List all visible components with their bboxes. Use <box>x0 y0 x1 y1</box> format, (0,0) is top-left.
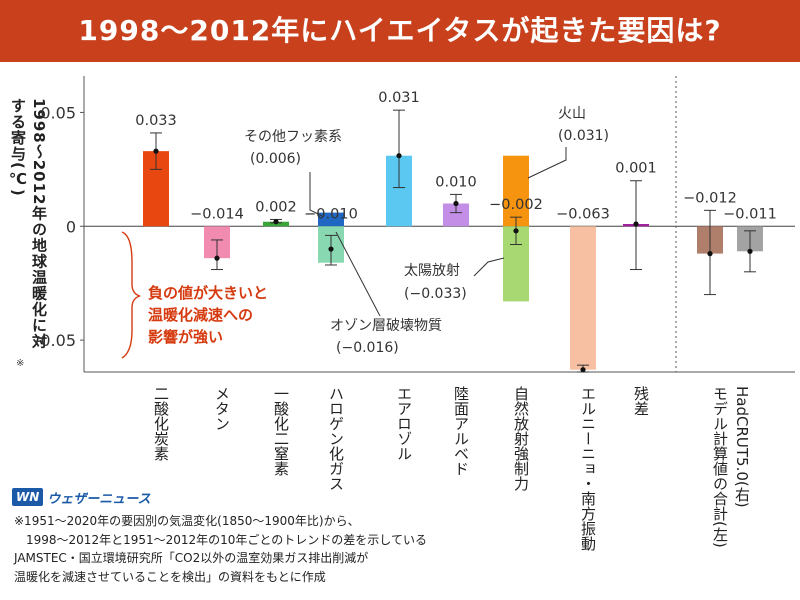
mean-point <box>328 246 334 252</box>
mean-point <box>153 148 159 154</box>
data-label: −0.002 <box>489 197 543 213</box>
leader-line <box>527 147 567 179</box>
y-axis-label: 1998〜2012年の地球温暖化に対する寄与(℃) <box>9 98 48 350</box>
note-annotation: 影響が強い <box>148 328 223 346</box>
category-label: モデル計算値の合計(左) <box>711 386 729 548</box>
data-label: −0.063 <box>556 206 610 222</box>
leader-line <box>335 231 381 317</box>
note-annotation: 温暖化減速への <box>148 306 253 324</box>
segment-annotation: (−0.033) <box>404 286 467 302</box>
data-label: 0.001 <box>615 161 657 177</box>
bar <box>570 226 596 370</box>
footnote-line: 温暖化を減速させていることを検出」の資料をもとに作成 <box>14 569 326 584</box>
mean-point <box>214 255 220 261</box>
segment-annotation: オゾン層破壊物質 <box>330 318 442 334</box>
category-label: ハロゲン化ガス <box>327 386 345 491</box>
leader-line <box>309 172 323 217</box>
segment-annotation: (−0.016) <box>336 340 399 356</box>
title-banner <box>0 0 800 62</box>
footnote-line: ※1951〜2020年の要因別の気温変化(1850〜1900年比)から、 <box>14 514 360 528</box>
logo-mark: WN <box>12 488 44 506</box>
data-label: −0.011 <box>723 206 777 222</box>
mean-point <box>513 228 519 234</box>
mean-point <box>453 200 459 207</box>
y-tick-label: 0 <box>66 217 76 236</box>
category-label: 残差 <box>632 386 650 416</box>
mean-point <box>747 248 753 254</box>
brace <box>121 231 141 359</box>
mean-point <box>273 219 279 225</box>
mean-point <box>580 367 586 373</box>
segment-annotation: 太陽放射 <box>404 263 460 279</box>
y-tick-label: -0.05 <box>35 331 76 350</box>
data-label: −0.012 <box>683 190 737 206</box>
logo-text: ウェザーニュース <box>47 491 151 507</box>
mean-point <box>396 153 402 159</box>
data-label: 0.033 <box>135 113 177 129</box>
leader-line <box>473 257 505 277</box>
category-label: エアロゾル <box>395 386 413 461</box>
category-label: HadCRUT5.0(右) <box>733 386 751 508</box>
category-label: エルニーニョ・南方振動 <box>579 386 597 552</box>
bar <box>443 203 469 227</box>
y-axis-note: ※ <box>16 358 25 369</box>
category-label: 二酸化炭素 <box>152 386 170 461</box>
footnote-line: JAMSTEC・国立環境研究所「CO2以外の温室効果ガス排出削減が <box>14 551 369 565</box>
segment-annotation: 火山 <box>558 106 586 122</box>
bar-segment <box>318 212 344 227</box>
note-annotation: 負の値が大きいと <box>148 284 268 302</box>
page-title: 1998〜2012年にハイエイタスが起きた要因は? <box>78 14 722 47</box>
data-label: 0.002 <box>255 199 297 215</box>
data-label: −0.014 <box>190 206 244 222</box>
data-label: 0.010 <box>435 174 477 190</box>
segment-annotation: (0.031) <box>558 128 609 144</box>
mean-point <box>633 221 639 227</box>
footnote-line: 1998〜2012年と1951〜2012年の10年ごとのトレンドの差を示している <box>14 532 427 547</box>
weathernews-logo: WN ウェザーニュース <box>12 485 151 509</box>
category-label: 陸面アルベド <box>452 386 470 476</box>
category-label: 自然放射強制力 <box>512 386 530 492</box>
footnotes: ※1951〜2020年の要因別の気温変化(1850〜1900年比)から、 199… <box>14 512 554 586</box>
data-label: 0.031 <box>378 90 420 106</box>
category-label: メタン <box>213 386 231 431</box>
category-label: 一酸化二窒素 <box>272 386 290 476</box>
y-tick-label: 0.05 <box>40 103 76 122</box>
mean-point <box>707 251 713 257</box>
segment-annotation: その他フッ素系 <box>244 129 342 145</box>
data-label: −0.010 <box>304 206 358 222</box>
segment-annotation: (0.006) <box>250 151 301 167</box>
bar-segment <box>503 155 529 227</box>
